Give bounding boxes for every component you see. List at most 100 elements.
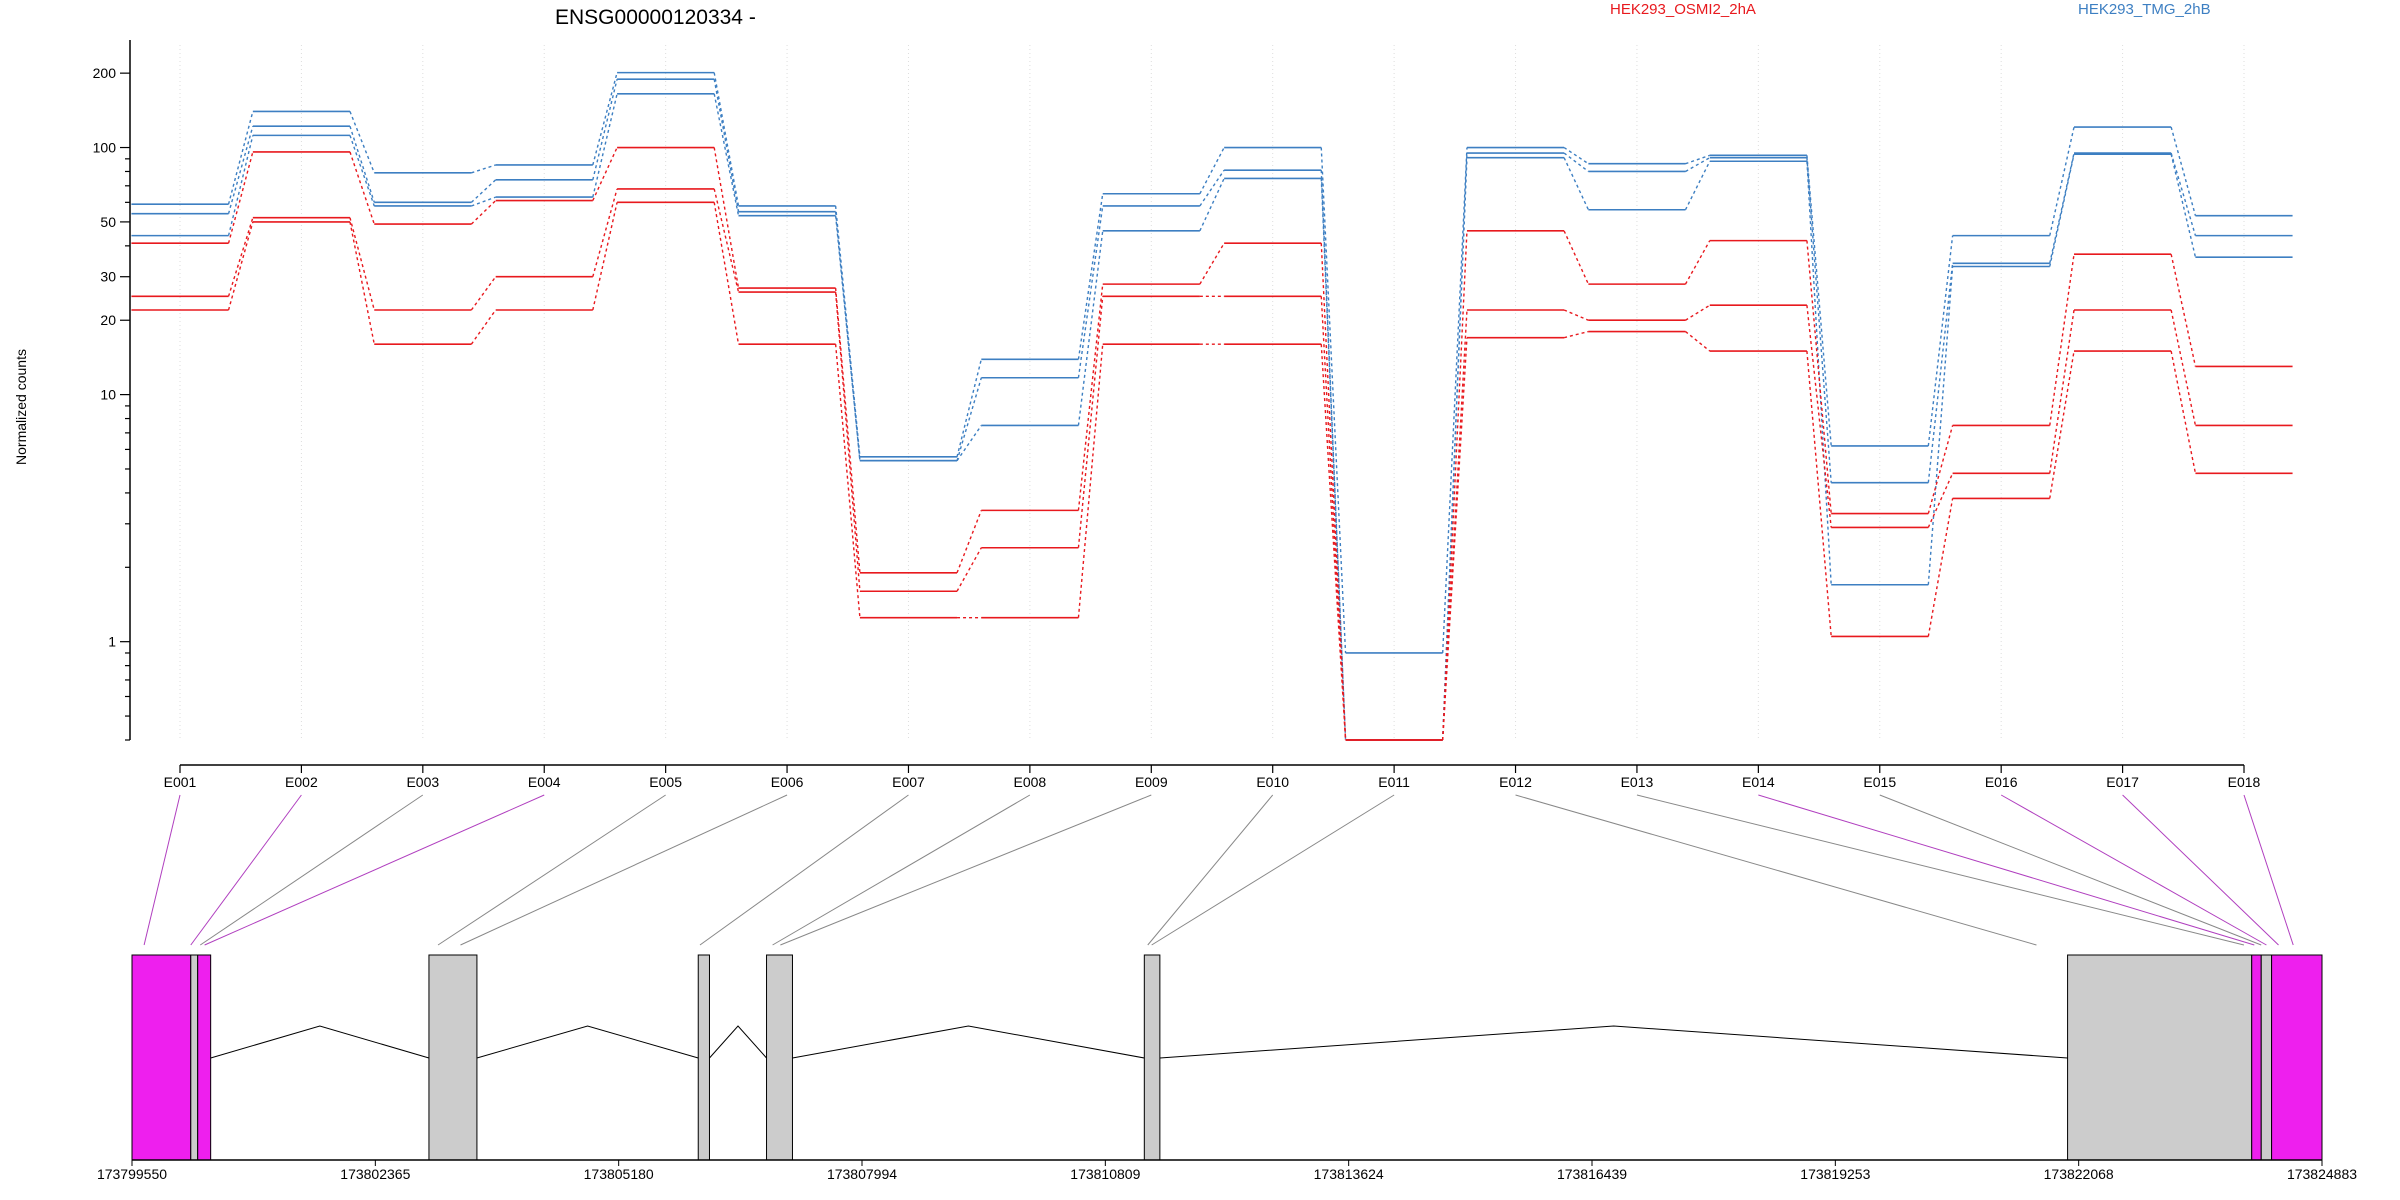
series-connector [1563,309,1589,321]
coord-tick-label: 173819253 [1800,1166,1870,1182]
series-connector [2049,254,2075,426]
series-connector [1441,147,1468,654]
series-connector [349,151,375,225]
genomic-coordinate-axis: 173799550 173802365 173805180 173807994 1738… [97,1159,2357,1182]
legend-entry-tmg: HEK293_TMG_2hB [2078,1,2211,18]
series-connector [1077,230,1104,426]
series-connector [1927,263,1954,483]
x-axis: E001 E002 E003 E004 E005 E006 E007 E008 E009 E010… [164,764,2261,790]
series-connector [227,135,254,236]
series-connector [1685,330,1711,352]
series-connector [713,188,740,293]
coord-tick-label: 173824883 [2287,1166,2357,1182]
series-connector [2049,350,2075,499]
series-group [131,201,2293,741]
series-connector [834,344,861,618]
series-connector [1685,154,1711,165]
x-tick-label: E003 [406,774,439,790]
series-connector [349,217,375,311]
series-connector [1077,344,1104,618]
x-tick-label: E001 [164,774,197,790]
series-connector [2049,154,2075,267]
series-connector [1320,344,1347,741]
x-tick-label: E011 [1378,774,1410,790]
series-connector [1563,146,1589,165]
exon-connector [190,794,302,946]
exon-block [131,954,192,1161]
series-connector [227,221,254,311]
intron-line [792,1025,1145,1059]
coord-tick-label: 173807994 [827,1166,897,1182]
series-connector [956,510,982,574]
intron-line [476,1025,699,1059]
y-tick-label: 1 [108,634,116,650]
coord-tick-label: 173816439 [1557,1166,1627,1182]
exon-connector [460,794,788,946]
series-connector [1320,296,1347,741]
series-connector [1806,240,1832,514]
series-connector [834,292,861,592]
series-connector [713,79,740,212]
series-connector [592,93,618,198]
series-connector [1199,147,1225,195]
exon-connector [1758,794,2255,946]
series-connector [227,217,254,297]
x-tick-label: E002 [285,774,318,790]
coord-tick-label: 173822068 [2044,1166,2114,1182]
series-connector [2170,350,2197,474]
gene-model-track [131,954,2323,1161]
exon-connector [2243,794,2294,946]
series-connector [470,309,497,345]
series-connector [349,135,375,207]
x-tick-label: E017 [2106,774,2139,790]
series-connector [956,425,982,462]
x-tick-label: E004 [528,774,561,790]
series-connector [1077,284,1104,511]
series-connector [1806,351,1832,637]
coord-tick-label: 173802365 [340,1166,410,1182]
y-axis: 1 10 20 30 50 100 200 [93,40,131,741]
series-connector [349,111,375,174]
series-connector [592,202,618,311]
legend-entry-osmi2: HEK293_OSMI2_2hA [1610,1,1756,18]
series-connector [1441,337,1468,741]
series-connector [1320,243,1347,741]
series-connector [956,547,982,592]
series-connector [1441,309,1468,741]
exon-connector [1515,794,2037,946]
series-connector [592,188,618,277]
series-connector [1563,230,1590,285]
series-connector [2049,309,2075,474]
coord-tick-label: 173799550 [97,1166,167,1182]
x-tick-label: E018 [2228,774,2261,790]
exon-block [697,954,710,1161]
series-connector [1927,498,1954,637]
series-connector [471,196,496,207]
series-connector [471,164,496,174]
series-connector [227,151,254,244]
exon-connector [772,794,1031,946]
series-connector [834,215,861,461]
coord-tick-label: 173813624 [1314,1166,1384,1182]
series-connector [592,79,618,181]
series-connector [1320,147,1347,654]
series-connector [1927,473,1954,528]
series-connector [1563,152,1589,173]
coord-tick-label: 173810809 [1070,1166,1140,1182]
exon-block [190,954,199,1161]
exon-connector [699,794,909,946]
series-connector [1806,157,1832,483]
series-connector [1685,304,1711,321]
exon-block [2067,954,2253,1161]
series-connector [956,359,982,457]
chart-title: ENSG00000120334 - [555,6,756,29]
series-group [131,146,2293,741]
series-connector [1684,160,1711,211]
series-connector [227,111,254,205]
x-tick-label: E015 [1863,774,1896,790]
series-connector [349,125,375,203]
series-group [131,71,2293,654]
exon-connector [204,794,545,946]
series-connector [1077,193,1104,360]
